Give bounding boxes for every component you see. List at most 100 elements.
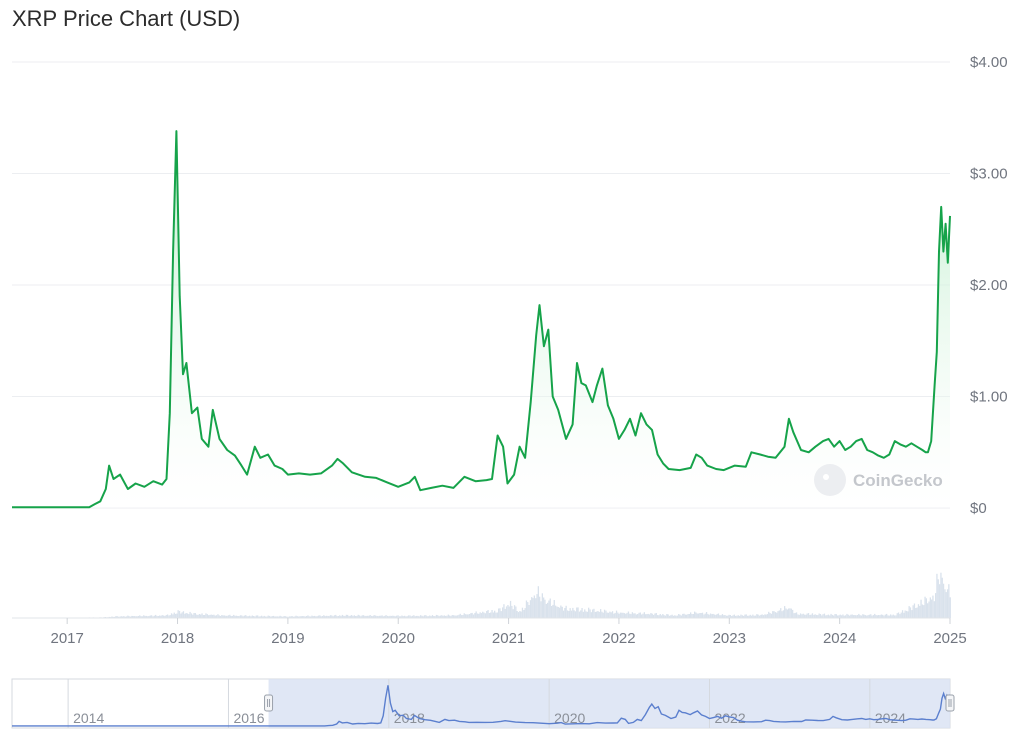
volume-bar bbox=[613, 613, 615, 618]
volume-bar bbox=[916, 607, 918, 618]
y-axis-ticks: $4.00 $3.00 $2.00 $1.00 $0 bbox=[970, 54, 1008, 517]
volume-bar bbox=[750, 615, 753, 618]
handle-grip[interactable] bbox=[945, 694, 955, 712]
volume-bar bbox=[683, 613, 685, 618]
volume-bar bbox=[892, 614, 894, 618]
volume-bar bbox=[690, 612, 692, 618]
volume-bar bbox=[674, 615, 676, 618]
volume-bar bbox=[376, 615, 378, 618]
volume-bar bbox=[715, 614, 717, 618]
volume-bar bbox=[498, 608, 500, 618]
range-navigator[interactable]: 2014 2016 2018 2020 2022 2024 bbox=[11, 678, 955, 729]
volume-bar bbox=[684, 614, 686, 618]
volume-bar bbox=[528, 605, 530, 618]
navigator-left-handle[interactable] bbox=[264, 694, 274, 712]
volume-bar bbox=[349, 615, 351, 618]
volume-bar bbox=[858, 613, 860, 618]
volume-bar bbox=[752, 614, 754, 618]
volume-bar bbox=[417, 615, 419, 618]
volume-bar bbox=[374, 615, 377, 618]
volume-bar bbox=[475, 611, 477, 618]
volume-bar bbox=[329, 615, 332, 618]
volume-bar bbox=[831, 614, 833, 618]
volume-bar bbox=[463, 613, 465, 618]
volume-bar bbox=[332, 616, 334, 618]
volume-bar bbox=[890, 614, 892, 618]
volume-bar bbox=[487, 610, 489, 618]
volume-bar bbox=[119, 616, 121, 618]
volume-bar bbox=[716, 614, 718, 618]
volume-bar bbox=[544, 599, 546, 618]
volume-bar bbox=[386, 615, 389, 618]
volume-bar bbox=[862, 614, 864, 618]
volume-bar bbox=[871, 615, 873, 618]
volume-bar bbox=[802, 613, 804, 618]
volume-bar bbox=[456, 615, 459, 618]
volume-bar bbox=[844, 615, 847, 618]
volume-bar bbox=[447, 614, 449, 618]
volume-bar bbox=[629, 613, 631, 618]
volume-bar bbox=[239, 615, 242, 618]
volume-bar bbox=[523, 610, 525, 618]
volume-bar bbox=[578, 611, 581, 618]
volume-bar bbox=[194, 613, 196, 618]
volume-bar bbox=[699, 613, 701, 618]
volume-bar bbox=[398, 616, 400, 618]
volume-bar bbox=[291, 616, 293, 618]
volume-bar bbox=[494, 610, 496, 618]
volume-bar bbox=[407, 615, 410, 618]
volume-bar bbox=[635, 614, 637, 618]
price-line[interactable] bbox=[11, 130, 951, 509]
volume-bar bbox=[878, 615, 880, 618]
volume-bar bbox=[574, 611, 577, 618]
handle-grip[interactable] bbox=[264, 694, 274, 712]
volume-bar bbox=[225, 615, 227, 618]
volume-bar bbox=[622, 612, 624, 618]
volume-bar bbox=[564, 608, 566, 618]
volume-bar bbox=[842, 614, 844, 618]
volume-bar bbox=[295, 615, 297, 618]
volume-bar bbox=[717, 613, 720, 618]
volume-bar bbox=[698, 613, 700, 618]
volume-bar bbox=[641, 614, 643, 618]
volume-bar bbox=[250, 616, 252, 618]
volume-bar bbox=[198, 614, 200, 618]
volume-bar bbox=[311, 615, 313, 618]
volume-bar bbox=[614, 612, 616, 618]
volume-bar bbox=[568, 611, 570, 618]
volume-bar bbox=[879, 615, 881, 618]
volume-bar bbox=[339, 615, 341, 618]
volume-bar bbox=[245, 615, 247, 618]
volume-bar bbox=[729, 615, 731, 618]
volume-bar bbox=[704, 613, 706, 618]
volume-bar bbox=[511, 605, 513, 618]
volume-bar bbox=[764, 614, 766, 618]
volume-bar bbox=[630, 614, 632, 618]
volume-bar bbox=[606, 612, 608, 618]
volume-bar bbox=[515, 606, 517, 618]
volume-bar bbox=[818, 613, 820, 618]
volume-bar bbox=[308, 616, 310, 618]
volume-bar bbox=[682, 613, 684, 618]
x-tick-label: 2023 bbox=[713, 630, 746, 647]
volume-bar bbox=[639, 612, 641, 618]
navigator-right-handle[interactable] bbox=[945, 694, 955, 712]
volume-bar bbox=[810, 614, 812, 618]
volume-bar bbox=[834, 614, 836, 618]
volume-bar bbox=[164, 616, 166, 618]
navigator-tick-label: 2022 bbox=[714, 710, 745, 726]
volume-bar bbox=[140, 616, 142, 618]
volume-bar bbox=[597, 611, 599, 618]
volume-bar bbox=[516, 611, 518, 618]
volume-bar bbox=[148, 616, 150, 618]
volume-bar bbox=[200, 614, 202, 618]
volume-bar bbox=[893, 615, 896, 618]
volume-bar bbox=[114, 616, 116, 618]
volume-bar bbox=[385, 615, 387, 618]
volume-bar bbox=[884, 614, 886, 618]
volume-bar bbox=[116, 616, 118, 618]
volume-bar bbox=[671, 614, 673, 618]
volume-bar bbox=[480, 613, 483, 618]
volume-bar bbox=[468, 614, 471, 618]
